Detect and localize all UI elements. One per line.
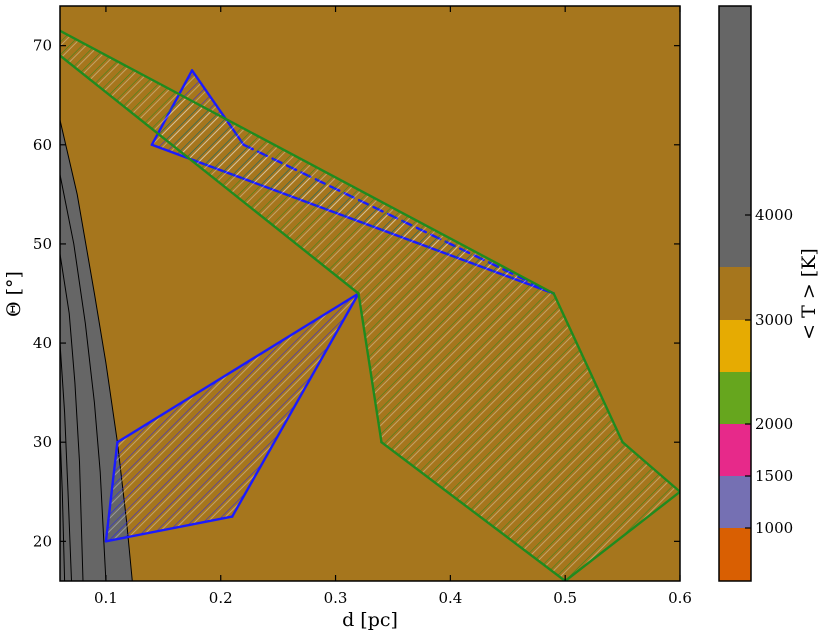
colorbar-tick-label: 4000 bbox=[755, 206, 793, 224]
contour-line bbox=[60, 343, 72, 581]
hatched-region-fill bbox=[60, 30, 680, 581]
region-outline bbox=[380, 441, 567, 581]
x-tick-label: 0.3 bbox=[324, 589, 348, 607]
plot-frame bbox=[59, 5, 681, 582]
contour-line bbox=[60, 253, 84, 581]
region-outline bbox=[231, 292, 360, 518]
x-tick-label: 0.2 bbox=[209, 589, 233, 607]
colorbar-tick-label: 3000 bbox=[755, 311, 793, 329]
y-tick-label: 70 bbox=[33, 37, 52, 55]
hatched-region-fill bbox=[105, 293, 359, 542]
region-outline bbox=[563, 490, 680, 581]
x-tick-label: 0.5 bbox=[553, 589, 577, 607]
colorbar-band bbox=[719, 424, 751, 476]
colorbar-band bbox=[719, 6, 751, 267]
x-tick-label: 0.1 bbox=[94, 589, 118, 607]
x-tick-label: 0.6 bbox=[668, 589, 692, 607]
colorbar-band bbox=[719, 476, 751, 528]
x-axis-label: d [pc] bbox=[342, 609, 398, 631]
colorbar-label: < T > [K] bbox=[798, 248, 820, 340]
colorbar-frame bbox=[718, 5, 752, 582]
region-outline bbox=[104, 515, 234, 543]
colorbar-tick-label: 2000 bbox=[755, 415, 793, 433]
region-outline bbox=[60, 54, 360, 295]
colorbar bbox=[719, 6, 751, 581]
contour-lines bbox=[60, 174, 107, 581]
colorbar-band bbox=[719, 528, 751, 581]
region-outline bbox=[60, 29, 555, 295]
x-tick-label: 0.4 bbox=[438, 589, 462, 607]
colorbar-tick-label: 1500 bbox=[755, 467, 793, 485]
y-tick-label: 40 bbox=[33, 334, 52, 352]
colorbar-band bbox=[719, 372, 751, 424]
region-outline bbox=[621, 441, 680, 493]
plot-area bbox=[60, 6, 680, 581]
y-tick-label: 30 bbox=[33, 433, 52, 451]
contour-line bbox=[60, 174, 107, 581]
y-tick-label: 60 bbox=[33, 136, 52, 154]
y-axis-label: Θ [°] bbox=[3, 271, 25, 317]
hatched-region-fill bbox=[151, 70, 554, 294]
colorbar-band bbox=[719, 320, 751, 372]
region-outline bbox=[116, 292, 360, 444]
colorbar-band bbox=[719, 267, 751, 320]
x-axis-ticks: 0.1 0.2 0.3 0.4 0.5 0.6 bbox=[94, 6, 692, 607]
y-tick-label: 20 bbox=[33, 532, 52, 550]
region-outline bbox=[104, 441, 119, 543]
region-outline bbox=[357, 292, 383, 444]
hatched-regions bbox=[60, 29, 680, 581]
y-tick-label: 50 bbox=[33, 235, 52, 253]
colorbar-ticks: 1000 1500 2000 3000 4000 bbox=[745, 206, 793, 537]
contour-line bbox=[60, 432, 66, 581]
y-axis-ticks: 20 30 40 50 60 70 bbox=[33, 37, 680, 550]
colorbar-tick-label: 1000 bbox=[755, 519, 793, 537]
region-outline bbox=[552, 292, 624, 444]
